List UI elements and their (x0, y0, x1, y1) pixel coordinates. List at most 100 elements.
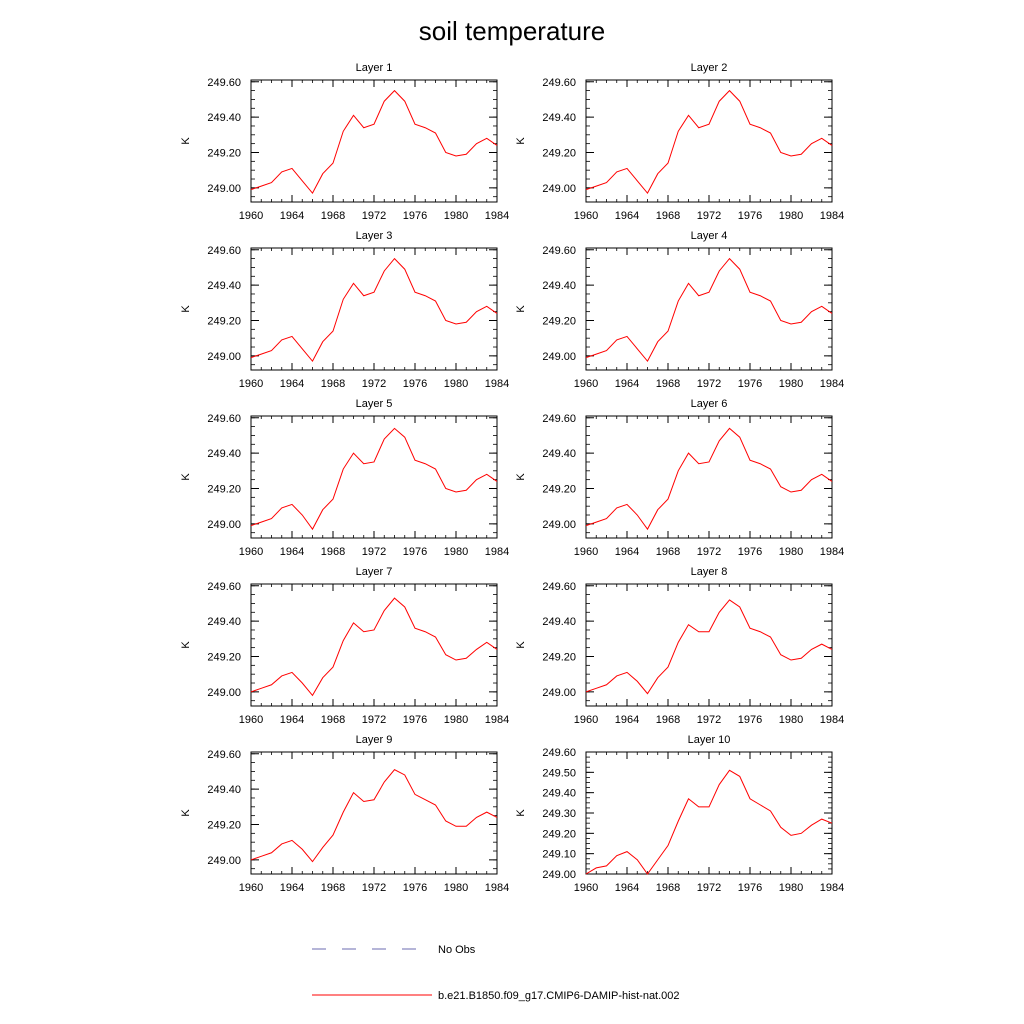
x-tick-label: 1960 (574, 714, 598, 726)
y-tick-label: 249.20 (542, 147, 576, 159)
y-tick-label: 249.00 (542, 687, 576, 699)
x-tick-label: 1964 (615, 714, 639, 726)
series-line (585, 599, 833, 695)
x-tick-label: 1976 (403, 714, 427, 726)
x-tick-label: 1960 (574, 882, 598, 894)
y-tick-label: 249.40 (207, 448, 241, 460)
x-tick-label: 1972 (362, 882, 386, 894)
y-tick-label: 249.00 (207, 519, 241, 531)
y-tick-label: 249.20 (207, 147, 241, 159)
y-axis-label: K (515, 473, 527, 481)
series-line (585, 769, 833, 875)
x-tick-label: 1968 (656, 546, 680, 558)
x-tick-label: 1984 (820, 210, 844, 222)
series-line (250, 257, 498, 363)
y-tick-label: 249.20 (542, 483, 576, 495)
series-line (250, 427, 498, 531)
y-axis-label: K (515, 305, 527, 313)
y-tick-label: 249.00 (542, 519, 576, 531)
plot-frame (250, 751, 498, 875)
y-tick-label: 249.20 (542, 828, 576, 840)
x-tick-label: 1960 (239, 378, 263, 390)
x-tick-label: 1960 (574, 546, 598, 558)
x-tick-label: 1972 (697, 210, 721, 222)
series-line (585, 427, 833, 531)
panel-title: Layer 6 (691, 398, 728, 410)
y-tick-label: 249.40 (542, 112, 576, 124)
x-tick-label: 1972 (697, 546, 721, 558)
plot-frame (585, 751, 833, 875)
x-tick-label: 1984 (820, 546, 844, 558)
x-tick-label: 1976 (738, 210, 762, 222)
x-tick-label: 1964 (280, 546, 304, 558)
x-tick-label: 1964 (615, 882, 639, 894)
x-tick-label: 1980 (779, 546, 803, 558)
plot-frame (250, 247, 498, 371)
plot-frame (250, 79, 498, 203)
x-tick-label: 1980 (444, 714, 468, 726)
x-tick-label: 1964 (280, 882, 304, 894)
y-tick-label: 249.20 (207, 315, 241, 327)
x-tick-label: 1968 (656, 882, 680, 894)
chart-panel: Layer 10 K 1960 1964 1968 1972 1976 1980 1984 249… (515, 734, 844, 894)
panel-title: Layer 2 (691, 62, 728, 74)
y-tick-label: 249.60 (207, 77, 241, 89)
y-tick-label: 249.20 (207, 651, 241, 663)
y-axis-label: K (515, 641, 527, 649)
x-tick-label: 1960 (239, 882, 263, 894)
y-axis-label: K (180, 137, 192, 145)
series-line (250, 89, 498, 195)
series-line (250, 769, 498, 863)
x-tick-label: 1984 (485, 210, 509, 222)
x-tick-label: 1968 (656, 210, 680, 222)
chart-panel: Layer 3 K 1960 1964 1968 1972 1976 1980 1984 249.… (180, 230, 509, 390)
y-tick-label: 249.60 (542, 747, 576, 759)
x-tick-label: 1980 (779, 210, 803, 222)
y-tick-label: 249.50 (542, 767, 576, 779)
x-tick-label: 1972 (362, 210, 386, 222)
x-tick-label: 1968 (321, 714, 345, 726)
y-tick-label: 249.00 (542, 183, 576, 195)
y-tick-label: 249.30 (542, 808, 576, 820)
x-tick-label: 1976 (738, 378, 762, 390)
y-tick-label: 249.40 (207, 280, 241, 292)
x-tick-label: 1984 (820, 882, 844, 894)
x-tick-label: 1960 (239, 714, 263, 726)
x-tick-label: 1964 (615, 546, 639, 558)
series-line (585, 89, 833, 195)
y-axis-label: K (180, 809, 192, 817)
y-tick-label: 249.00 (542, 869, 576, 881)
y-tick-label: 249.10 (542, 849, 576, 861)
series-line (250, 597, 498, 697)
y-axis-label: K (515, 809, 527, 817)
x-tick-label: 1976 (403, 378, 427, 390)
panel-title: Layer 4 (691, 230, 728, 242)
y-tick-label: 249.40 (542, 280, 576, 292)
chart-panel: Layer 5 K 1960 1964 1968 1972 1976 1980 1984 249.… (180, 398, 509, 558)
chart-panel: Layer 1 K 1960 1964 1968 1972 1976 1980 1984 249.… (180, 62, 509, 222)
x-tick-label: 1984 (485, 546, 509, 558)
series-line (585, 257, 833, 363)
y-tick-label: 249.60 (542, 245, 576, 257)
plot-frame (250, 583, 498, 707)
x-tick-label: 1964 (280, 210, 304, 222)
x-tick-label: 1972 (362, 378, 386, 390)
x-tick-label: 1984 (820, 378, 844, 390)
panels: Layer 1 K 1960 1964 1968 1972 1976 1980 1984 249.… (180, 62, 844, 894)
panel-title: Layer 5 (356, 398, 393, 410)
x-tick-label: 1960 (574, 378, 598, 390)
y-tick-label: 249.20 (542, 315, 576, 327)
x-tick-label: 1984 (485, 882, 509, 894)
panel-title: Layer 1 (356, 62, 393, 74)
x-tick-label: 1964 (615, 210, 639, 222)
plot-frame (585, 415, 833, 539)
y-axis-label: K (180, 641, 192, 649)
y-tick-label: 249.60 (207, 581, 241, 593)
x-tick-label: 1964 (280, 714, 304, 726)
panel-title: Layer 3 (356, 230, 393, 242)
x-tick-label: 1984 (820, 714, 844, 726)
plot-frame (250, 415, 498, 539)
x-tick-label: 1960 (239, 210, 263, 222)
x-tick-label: 1960 (574, 210, 598, 222)
